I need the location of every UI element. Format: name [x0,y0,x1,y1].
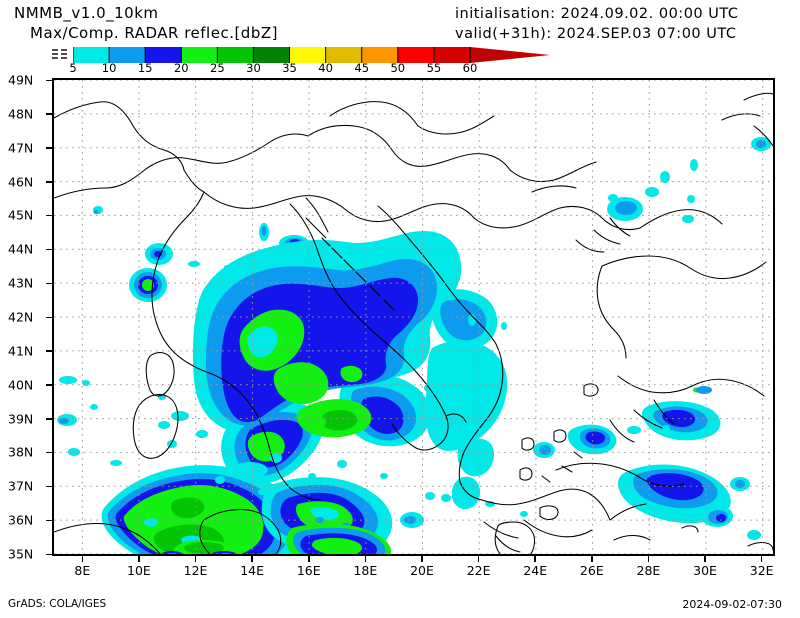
longitude-tick-label: 16E [296,563,321,578]
map-plot-area [52,78,775,556]
colorbar-swatch [109,47,146,63]
colorbar: 5 10 15 20 25 30 35 40 45 50 55 60 [69,47,550,75]
colorbar-swatch [361,47,399,63]
longitude-tick-mark [81,556,84,562]
longitude-tick-mark [760,556,763,562]
colorbar-swatch [217,47,254,63]
echo-group-tyrrhenian [171,411,316,495]
latitude-tick-label: 45N [8,207,34,223]
latitude-tick-label: 44N [8,241,34,257]
longitude-tick-label: 22E [466,563,491,578]
longitude-tick-label: 10E [127,563,151,578]
latitude-tick-label: 37N [8,478,34,494]
colorbar-tick-label: 15 [137,61,153,75]
echo-group-sicily [101,453,435,554]
longitude-tick-mark [138,556,140,562]
latitude-tick-label: 38N [8,444,34,460]
valid-time: valid(+31h): 2024.SEP.03 07:00 UTC [455,26,737,42]
latitude-tick-mark [46,113,52,115]
colorbar-tick-label: 20 [173,61,189,75]
latitude-tick-mark [46,316,52,318]
grid-lines [54,80,773,554]
colorbar-overflow-arrow [470,47,550,63]
colorbar-tick-label: 40 [318,61,333,75]
longitude-tick-mark [647,556,650,562]
latitude-tick-mark [46,248,52,251]
colorbar-swatches [73,47,550,63]
longitude-tick-mark [308,556,310,562]
longitude-tick-label: 24E [523,563,548,578]
latitude-tick-label: 36N [8,512,34,528]
longitude-tick-mark [421,556,423,562]
longitude-tick-label: 32E [749,563,774,578]
latitude-tick-label: 35N [8,546,34,562]
longitude-tick-mark [477,556,480,562]
colorbar-swatch [253,47,290,63]
initialisation-time: initialisation: 2024.09.02. 00:00 UTC [455,6,739,22]
colorbar-swatch [433,47,471,63]
latitude-tick-label: 43N [8,275,34,291]
longitude-tick-mark [591,556,593,562]
coastlines [54,92,773,554]
longitude-tick-mark [364,556,367,562]
colorbar-lowend-dashes [52,49,67,59]
latitude-tick-mark [46,485,52,488]
latitude-tick-mark [46,350,52,352]
latitude-tick-mark [46,519,52,522]
colorbar-swatch [73,47,110,63]
colorbar-tick-label: 60 [462,61,478,75]
colorbar-tick-label: 35 [282,61,297,75]
colorbar-tick-label: 25 [210,61,225,75]
echo-group-aegean-turkey [533,137,771,540]
latitude-tick-mark [46,282,52,285]
latitude-tick-label: 42N [8,309,34,325]
longitude-tick-label: 12E [183,563,208,578]
latitude-tick-label: 39N [8,411,34,427]
longitude-tick-mark [534,556,536,562]
longitude-tick-label: 14E [240,563,265,578]
colorbar-swatch [145,47,182,63]
latitude-tick-mark [46,451,52,454]
latitude-tick-label: 49N [8,72,34,88]
footer-credit: GrADS: COLA/IGES [8,598,107,610]
longitude-tick-label: 28E [636,563,661,578]
colorbar-tick-label: 5 [69,61,77,75]
latitude-tick-label: 46N [8,174,34,190]
longitude-tick-label: 30E [693,563,717,578]
colorbar-tick-label: 30 [246,61,261,75]
colorbar-swatch [181,47,218,63]
longitude-tick-label: 26E [579,563,604,578]
map-canvas [54,80,773,554]
echo-group-central-italy [192,230,498,485]
latitude-tick-mark [46,147,52,149]
latitude-tick-mark [46,553,52,555]
latitude-tick-label: 47N [8,140,34,156]
latitude-tick-mark [46,384,52,386]
model-title: NMMB_v1.0_10km [14,4,159,22]
echo-group-ionian [424,314,528,517]
latitude-tick-mark [46,181,52,183]
field-title: Max/Comp. RADAR reflec.[dbZ] [30,24,278,42]
latitude-tick-mark [46,418,52,420]
colorbar-tick-label: 10 [101,61,117,75]
longitude-tick-mark [194,556,197,562]
longitude-tick-label: 20E [410,563,434,578]
latitude-tick-mark [46,214,52,217]
latitude-tick-label: 41N [8,343,34,359]
latitude-tick-mark [46,79,52,81]
latitude-tick-label: 40N [8,377,34,393]
colorbar-tick-label: 45 [354,61,370,75]
longitude-tick-mark [251,556,253,562]
longitude-tick-label: 18E [353,563,378,578]
colorbar-swatch [289,47,327,63]
colorbar-swatch [397,47,435,63]
colorbar-tick-label: 55 [426,61,442,75]
latitude-tick-label: 48N [8,106,34,122]
longitude-tick-mark [704,556,706,562]
colorbar-tick-label: 50 [390,61,406,75]
colorbar-swatch [325,47,363,63]
longitude-tick-label: 8E [74,563,91,578]
footer-timestamp: 2024-09-02-07:30 [682,598,782,611]
